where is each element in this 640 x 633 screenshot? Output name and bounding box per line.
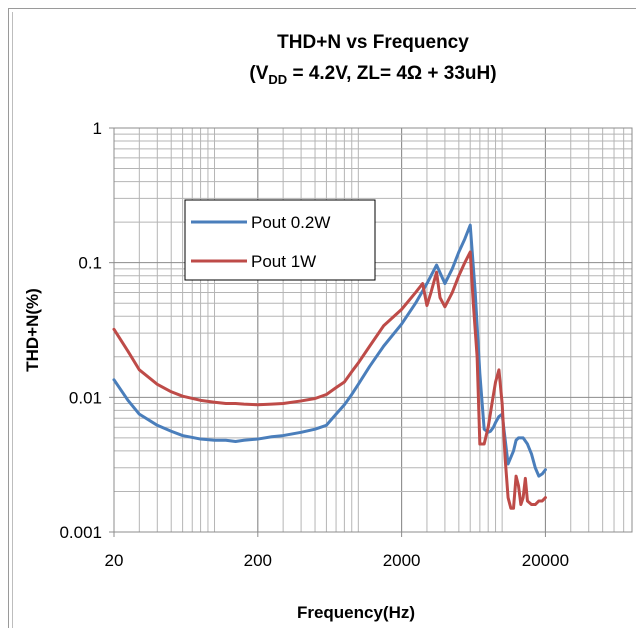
subtitle-subscript: DD: [268, 72, 287, 87]
y-tick-label: 0.01: [69, 388, 102, 407]
legend-label-pout-0-2w: Pout 0.2W: [251, 213, 330, 232]
legend-label-pout-1w: Pout 1W: [251, 252, 316, 271]
subtitle-prefix: (V: [249, 63, 268, 84]
x-tick-label: 200: [244, 551, 272, 570]
tick-labels: 20 200 2000 20000 1 0.1 0.01 0.001: [59, 119, 569, 570]
y-tick-label: 1: [93, 119, 102, 138]
x-tick-label: 20: [105, 551, 124, 570]
x-tick-label: 20000: [522, 551, 569, 570]
y-tick-label: 0.001: [59, 523, 102, 542]
y-axis-label: THD+N(%): [23, 288, 42, 372]
y-tick-label: 0.1: [78, 254, 102, 273]
chart-subtitle: (VDD = 4.2V, ZL= 4Ω + 33uH): [249, 63, 496, 87]
chart-title: THD+N vs Frequency: [277, 32, 469, 53]
legend: Pout 0.2W Pout 1W: [185, 200, 375, 280]
grid: [114, 128, 632, 532]
plot-area: [114, 128, 632, 532]
x-tick-label: 2000: [383, 551, 421, 570]
subtitle-suffix: = 4.2V, ZL= 4Ω + 33uH): [287, 63, 496, 84]
x-axis-label: Frequency(Hz): [297, 603, 415, 622]
